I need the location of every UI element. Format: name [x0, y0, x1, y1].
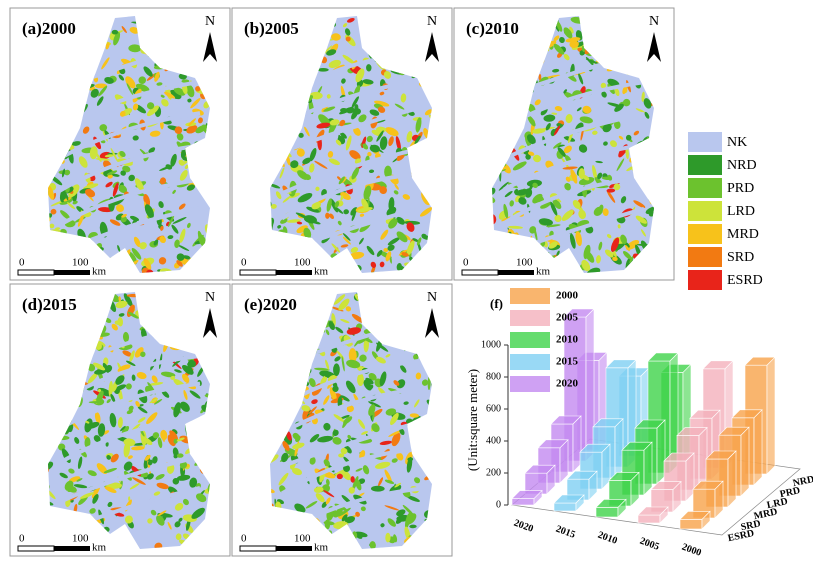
north-label: N — [205, 14, 215, 29]
legend-label: NK — [727, 135, 747, 150]
map-label: (e)2020 — [244, 295, 297, 314]
legend-label: ESRD — [727, 273, 763, 288]
scale-bar-black — [276, 270, 312, 275]
scale-end: 100 — [72, 533, 89, 545]
x-tick-label: 2000 — [680, 542, 703, 559]
bar-front — [554, 503, 576, 511]
bar-side — [728, 451, 736, 507]
scale-end: 100 — [294, 533, 311, 545]
figure: (a)2000N0100km(b)2005N0100km(c)2010N0100… — [0, 0, 813, 559]
legend-label: 2005 — [556, 312, 579, 324]
x-tick-label: 2015 — [554, 524, 577, 541]
legend-swatch — [510, 288, 550, 304]
legend-label: 2010 — [556, 334, 579, 346]
y-tick-label: 600 — [486, 403, 501, 414]
legend-swatch — [510, 354, 550, 370]
legend-swatch — [688, 155, 722, 175]
legend-label: LRD — [727, 204, 755, 219]
scale-end: 100 — [516, 257, 533, 269]
bar — [596, 499, 626, 517]
north-label: N — [649, 14, 659, 29]
legend-label: SRD — [727, 250, 754, 265]
scale-start: 0 — [241, 533, 247, 545]
y-axis-title: (Unit:square meter) — [465, 369, 480, 471]
scale-unit: km — [92, 542, 107, 554]
scale-unit: km — [314, 542, 329, 554]
legend-swatch — [510, 332, 550, 348]
scale-bar-white — [18, 546, 54, 551]
scale-bar-white — [462, 270, 498, 275]
bar-side — [754, 410, 762, 485]
map-label: (a)2000 — [22, 19, 76, 38]
bar-side — [644, 442, 652, 495]
legend-label: PRD — [727, 181, 754, 196]
category-label: NRD — [792, 474, 813, 489]
north-label: N — [427, 290, 437, 305]
scale-unit: km — [536, 266, 551, 278]
panel-label: (f) — [490, 296, 503, 311]
legend-label: 2000 — [556, 290, 579, 302]
legend-swatch — [688, 270, 722, 290]
y-tick-label: 400 — [486, 435, 501, 446]
north-label: N — [205, 290, 215, 305]
bar-front — [638, 515, 660, 523]
scale-end: 100 — [72, 257, 89, 269]
scale-bar-black — [54, 270, 90, 275]
bar-front — [512, 499, 534, 505]
y-tick-label: 0 — [496, 499, 501, 510]
legend-label: 2020 — [556, 378, 579, 390]
map-label: (c)2010 — [466, 19, 519, 38]
scale-bar-white — [18, 270, 54, 275]
legend-swatch — [688, 178, 722, 198]
scale-start: 0 — [19, 533, 25, 545]
x-tick-label: 2020 — [512, 518, 535, 535]
scale-bar-white — [240, 270, 276, 275]
north-label: N — [427, 14, 437, 29]
scale-unit: km — [92, 266, 107, 278]
legend-label: 2015 — [556, 356, 579, 368]
scale-start: 0 — [463, 257, 469, 269]
scale-unit: km — [314, 266, 329, 278]
legend-swatch — [688, 247, 722, 267]
map-panel: (c)2010 N 0 100km — [454, 8, 674, 281]
land-patch — [112, 30, 118, 35]
scale-bar-black — [276, 546, 312, 551]
y-tick-label: 800 — [486, 371, 501, 382]
map-label: (d)2015 — [22, 295, 77, 314]
scale-bar-white — [240, 546, 276, 551]
bar — [638, 507, 668, 523]
bar — [512, 491, 542, 505]
bar — [554, 495, 584, 511]
y-tick-label: 200 — [486, 467, 501, 478]
legend-swatch — [688, 224, 722, 244]
y-tick-label: 1000 — [481, 339, 501, 350]
legend-swatch — [688, 201, 722, 221]
map-label: (b)2005 — [244, 19, 299, 38]
legend-label: MRD — [727, 227, 759, 242]
legend-swatch — [688, 132, 722, 152]
scale-start: 0 — [241, 257, 247, 269]
scale-start: 0 — [19, 257, 25, 269]
bar-side — [560, 440, 568, 483]
x-tick-label: 2005 — [638, 536, 661, 553]
legend-swatch — [510, 310, 550, 326]
scale-bar-black — [54, 546, 90, 551]
map-panel: (e)2020 N 0 100km — [232, 284, 452, 557]
bar-front — [680, 519, 702, 529]
bar-side — [767, 357, 775, 474]
bar — [525, 465, 555, 494]
bar-front — [596, 507, 618, 517]
bar-side — [741, 427, 749, 496]
scale-bar-black — [498, 270, 534, 275]
map-panel: (b)2005 N 0 100km — [232, 8, 452, 284]
legend-swatch — [510, 376, 550, 392]
scale-end: 100 — [294, 257, 311, 269]
x-tick-label: 2010 — [596, 530, 619, 547]
bar — [680, 511, 710, 529]
legend-label: NRD — [727, 158, 757, 173]
